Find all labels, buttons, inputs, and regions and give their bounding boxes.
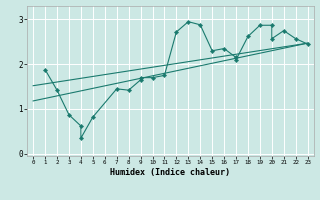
X-axis label: Humidex (Indice chaleur): Humidex (Indice chaleur) <box>110 168 230 177</box>
